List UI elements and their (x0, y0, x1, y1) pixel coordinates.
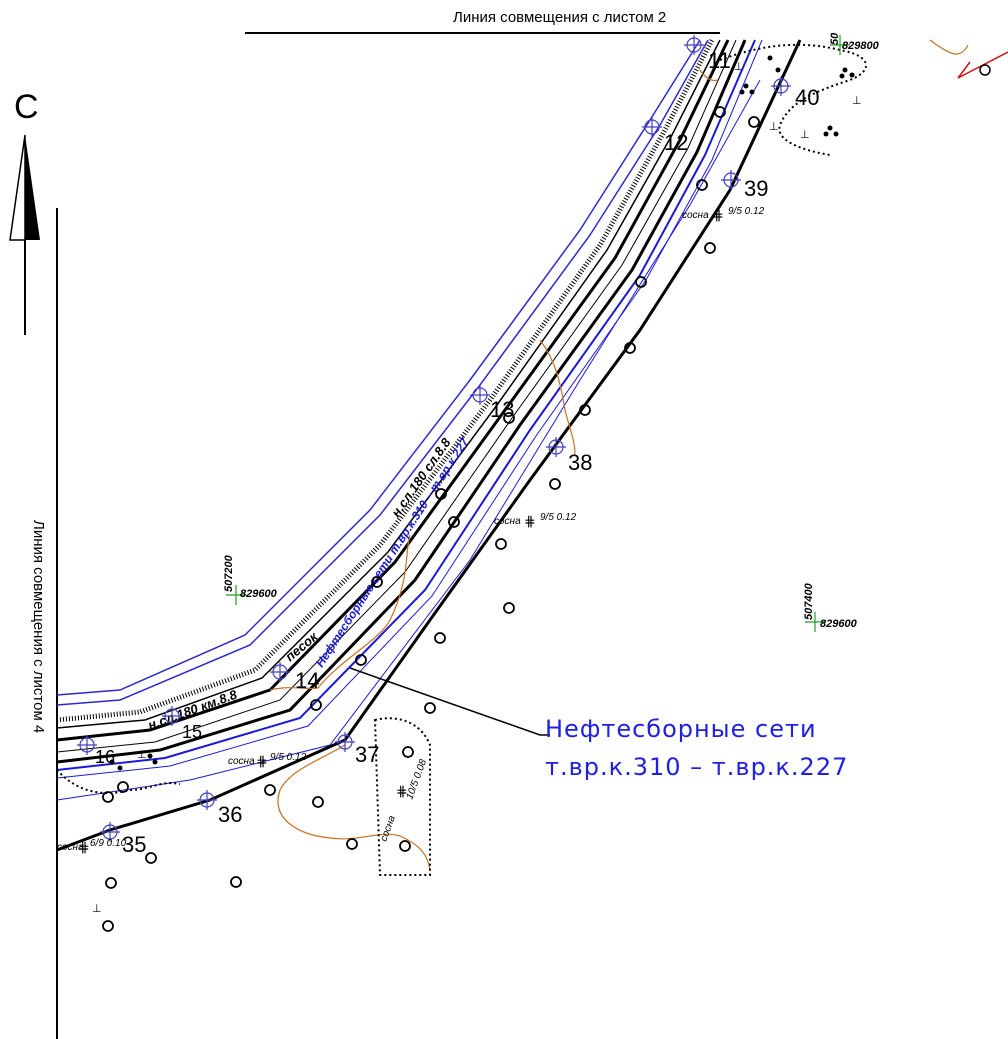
svg-text:829600: 829600 (240, 588, 278, 600)
point-label-37: 37 (355, 742, 379, 767)
north-label: С (14, 88, 39, 126)
survey-point-35 (100, 822, 120, 842)
point-label-15: 15 (182, 722, 202, 742)
svg-text:829800: 829800 (842, 40, 880, 52)
corner-marker (929, 39, 1008, 79)
svg-text:⊥: ⊥ (734, 61, 744, 73)
survey-points (77, 35, 791, 842)
point-label-14: 14 (295, 668, 319, 693)
svg-text:⋕: ⋕ (256, 753, 268, 769)
top-match-line-label: Линия совмещения с листом 2 (453, 9, 666, 26)
contours (269, 69, 719, 871)
tree-marker-3: сосна ⋕ 9/5 0.12 (228, 752, 307, 769)
point-label-12: 12 (664, 130, 688, 155)
coord-cross-2: 507400 829600 (803, 582, 858, 632)
survey-point-37 (335, 732, 355, 752)
svg-text:сосна: сосна (494, 516, 521, 527)
right-boundary (56, 39, 802, 852)
svg-text:507200: 507200 (223, 554, 235, 592)
dotted-boundaries (56, 43, 867, 876)
survey-point-16 (77, 735, 97, 755)
survey-point-39 (721, 170, 741, 190)
embankment (56, 38, 747, 764)
svg-text:10/5 0.08: 10/5 0.08 (404, 758, 429, 801)
svg-text:50: 50 (829, 32, 841, 45)
circle-markers (102, 106, 760, 932)
tree-marker-5: сосна ⋕ 10/5 0.08 (378, 758, 429, 843)
point-label-40: 40 (795, 85, 819, 110)
svg-text:⊥: ⊥ (137, 749, 147, 761)
survey-point-40 (771, 76, 791, 96)
svg-text:9/5 0.12: 9/5 0.12 (270, 752, 307, 763)
point-label-38: 38 (568, 450, 592, 475)
callout-line2: т.вр.к.310 – т.вр.к.227 (545, 753, 848, 781)
survey-point-12 (642, 117, 662, 137)
svg-text:⊥: ⊥ (769, 121, 779, 133)
svg-text:сосна: сосна (682, 210, 709, 221)
svg-text:⋕: ⋕ (78, 839, 90, 855)
survey-point-13 (470, 385, 490, 405)
callout-leader (349, 667, 550, 736)
svg-text:829600: 829600 (820, 618, 858, 630)
svg-text:507400: 507400 (803, 582, 815, 620)
svg-text:9/5 0.12: 9/5 0.12 (728, 206, 765, 217)
point-label-11: 11 (708, 48, 731, 73)
svg-text:⋕: ⋕ (712, 207, 724, 223)
svg-text:сосна: сосна (378, 814, 398, 843)
tree-marker-1: сосна ⋕ 9/5 0.12 (682, 206, 765, 223)
survey-point-11 (684, 35, 704, 55)
svg-text:сосна: сосна (57, 842, 84, 853)
north-arrow: С (9, 88, 40, 335)
pipeline (56, 39, 763, 801)
road-edges (56, 39, 709, 706)
point-numbers: 11 12 13 14 15 16 35 36 37 38 39 40 (95, 48, 819, 857)
left-match-line-label: Линия совмещения с листом 4 (30, 520, 47, 733)
tree-marker-2: сосна ⋕ 9/5 0.12 (494, 512, 577, 529)
svg-text:6/9 0.10: 6/9 0.10 (90, 838, 127, 849)
survey-point-38 (546, 437, 566, 457)
svg-text:⋕: ⋕ (524, 513, 536, 529)
point-label-35: 35 (122, 832, 146, 857)
svg-text:⊥: ⊥ (800, 129, 810, 141)
survey-point-36 (197, 790, 217, 810)
point-label-13: 13 (490, 397, 514, 422)
svg-text:9/5 0.12: 9/5 0.12 (540, 512, 577, 523)
survey-point-15 (162, 706, 182, 726)
coord-cross-3: 50 829800 (829, 32, 880, 55)
svg-text:⊥: ⊥ (852, 95, 862, 107)
tree-marker-4: сосна ⋕ 6/9 0.10 (57, 838, 127, 855)
coord-cross-1: 507200 829600 (223, 554, 278, 605)
pipeline-label: Нефтесборные сети т.вр.к.310 – т.вр.к.22… (313, 434, 473, 669)
callout-line1: Нефтесборные сети (545, 715, 817, 743)
survey-point-14 (270, 662, 290, 682)
svg-text:сосна: сосна (228, 756, 255, 767)
svg-text:⊥: ⊥ (92, 903, 102, 915)
vegetation-symbols: ⊥ ⊥ ⊥ ⊥ ⊥ ⊥ (92, 55, 862, 915)
svg-text:⋕: ⋕ (396, 783, 408, 799)
point-label-36: 36 (218, 802, 242, 827)
point-label-39: 39 (744, 176, 768, 201)
